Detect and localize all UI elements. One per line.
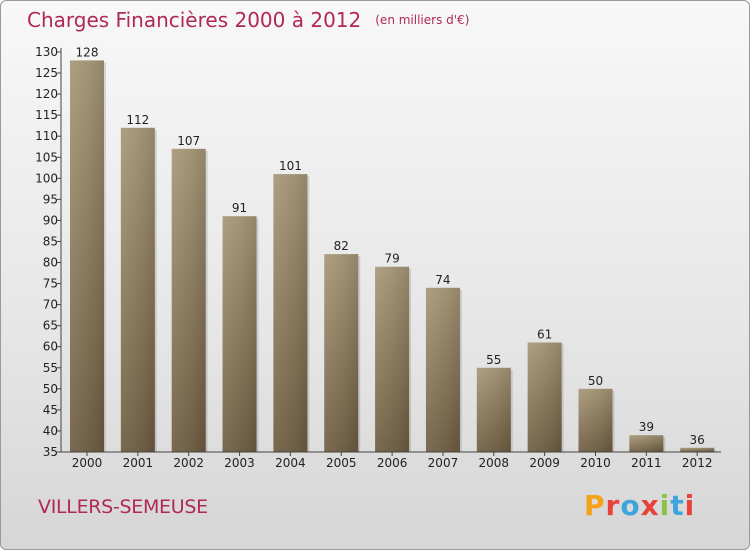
bar-shade	[527, 342, 562, 452]
y-tick-label: 85	[43, 234, 58, 248]
city-name: VILLERS-SEMEUSE	[38, 496, 208, 518]
bar-shade	[324, 254, 359, 452]
x-tick-label: 2003	[224, 456, 255, 470]
x-tick-label: 2012	[682, 456, 713, 470]
y-tick-label: 50	[43, 382, 58, 396]
chart-title: Charges Financières 2000 à 2012 (en milli…	[27, 8, 469, 32]
logo-letter: r	[605, 489, 621, 522]
bar-shade	[578, 388, 613, 452]
logo-letter: i	[659, 489, 671, 522]
bar-shade	[375, 266, 410, 452]
y-tick-label: 105	[35, 150, 58, 164]
y-tick-label: 70	[43, 298, 58, 312]
bar-value-label: 82	[334, 239, 349, 253]
bar-shade	[425, 287, 460, 452]
bar-shade	[171, 148, 206, 452]
y-tick-label: 95	[43, 192, 58, 206]
bar-value-label: 79	[384, 252, 399, 266]
x-tick-label: 2008	[479, 456, 510, 470]
x-tick-label: 2005	[326, 456, 357, 470]
x-tick-label: 2000	[72, 456, 103, 470]
y-tick-label: 120	[35, 87, 58, 101]
bar-value-label: 128	[76, 45, 99, 59]
bar-shade	[222, 216, 257, 452]
y-tick-label: 100	[35, 171, 58, 185]
y-tick-label: 75	[43, 277, 58, 291]
logo-letter: x	[640, 489, 660, 522]
x-axis: 2000 2001 2002 2003 2004 2005 2006 2007 2008 2009…	[61, 451, 721, 470]
y-tick-label: 65	[43, 319, 58, 333]
bar-value-label: 61	[537, 328, 552, 342]
x-tick-label: 2001	[123, 456, 154, 470]
proxiti-logo: Proxiti	[584, 489, 695, 522]
y-tick-label: 60	[43, 340, 58, 354]
x-tick-label: 2004	[275, 456, 306, 470]
bars-group: 128 112 107 91 101 82 79 74 55 61 50 39 36	[70, 45, 717, 452]
bar-value-label: 74	[435, 273, 450, 287]
bar-value-label: 55	[486, 353, 501, 367]
bar-value-label: 36	[690, 433, 705, 447]
y-tick-label: 110	[35, 129, 58, 143]
x-tick-label: 2006	[377, 456, 408, 470]
bar-value-label: 112	[126, 113, 149, 127]
logo-letter: t	[670, 489, 685, 522]
y-tick-label: 55	[43, 361, 58, 375]
x-tick-label: 2007	[428, 456, 459, 470]
bar-value-label: 107	[177, 134, 200, 148]
bar-shade	[476, 367, 511, 452]
y-tick-label: 130	[35, 45, 58, 59]
bar-shade	[680, 447, 715, 452]
y-tick-label: 90	[43, 213, 58, 227]
logo-letter: i	[684, 489, 696, 522]
y-tick-label: 115	[35, 108, 58, 122]
y-tick-label: 125	[35, 66, 58, 80]
y-axis: 35 40 45 50 55 60 65 70 75 80 85 90 95 100 105 110 115 12…	[35, 45, 62, 459]
chart-unit-text: (en milliers d'€)	[375, 13, 470, 27]
chart-title-text: Charges Financières 2000 à 2012	[27, 8, 362, 32]
logo-letter: o	[620, 489, 641, 522]
y-tick-label: 45	[43, 403, 58, 417]
bar-shade	[70, 60, 104, 452]
bar-shade	[273, 174, 308, 452]
bar-value-label: 50	[588, 374, 603, 388]
bar-shade	[120, 127, 155, 452]
logo-letter: P	[584, 489, 606, 522]
x-tick-label: 2011	[631, 456, 662, 470]
x-tick-label: 2010	[580, 456, 611, 470]
y-tick-label: 35	[43, 445, 58, 459]
y-tick-label: 80	[43, 256, 58, 270]
y-tick-label: 40	[43, 424, 58, 438]
bar-value-label: 39	[639, 420, 654, 434]
bar-shade	[629, 435, 664, 452]
bar-value-label: 101	[279, 159, 302, 173]
x-tick-label: 2002	[173, 456, 204, 470]
bar-value-label: 91	[232, 201, 247, 215]
x-tick-label: 2009	[529, 456, 560, 470]
